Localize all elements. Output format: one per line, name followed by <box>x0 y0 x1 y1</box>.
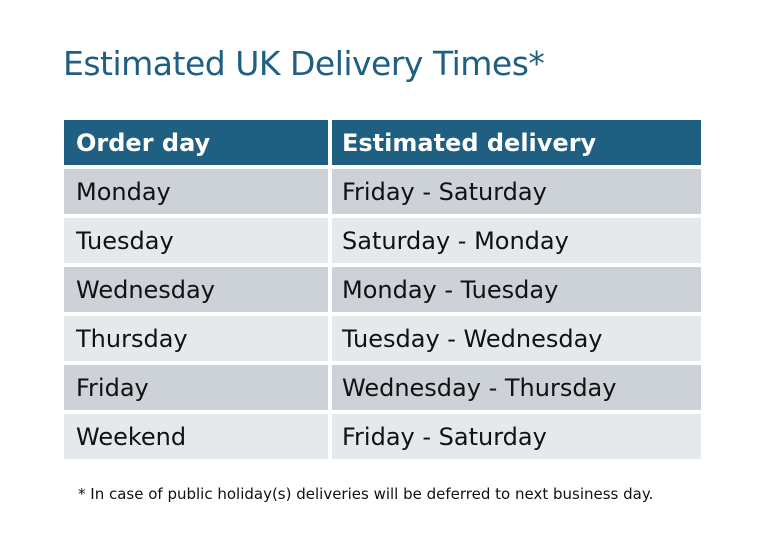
order-day-cell: Thursday <box>64 316 328 361</box>
table-row: Monday Friday - Saturday <box>64 169 701 214</box>
page-title: Estimated UK Delivery Times* <box>63 44 545 83</box>
table-header: Order day Estimated delivery <box>64 120 701 165</box>
header-order-day: Order day <box>64 120 328 165</box>
delivery-cell: Friday - Saturday <box>332 169 701 214</box>
delivery-cell: Monday - Tuesday <box>332 267 701 312</box>
order-day-cell: Wednesday <box>64 267 328 312</box>
header-estimated-delivery: Estimated delivery <box>332 120 701 165</box>
table-row: Weekend Friday - Saturday <box>64 414 701 459</box>
footnote: * In case of public holiday(s) deliverie… <box>78 485 654 503</box>
table-row: Tuesday Saturday - Monday <box>64 218 701 263</box>
table-row: Friday Wednesday - Thursday <box>64 365 701 410</box>
order-day-cell: Monday <box>64 169 328 214</box>
delivery-cell: Friday - Saturday <box>332 414 701 459</box>
order-day-cell: Weekend <box>64 414 328 459</box>
order-day-cell: Friday <box>64 365 328 410</box>
delivery-cell: Wednesday - Thursday <box>332 365 701 410</box>
delivery-cell: Tuesday - Wednesday <box>332 316 701 361</box>
delivery-table: Order day Estimated delivery Monday Frid… <box>64 120 701 463</box>
delivery-cell: Saturday - Monday <box>332 218 701 263</box>
table-row: Thursday Tuesday - Wednesday <box>64 316 701 361</box>
order-day-cell: Tuesday <box>64 218 328 263</box>
table-row: Wednesday Monday - Tuesday <box>64 267 701 312</box>
